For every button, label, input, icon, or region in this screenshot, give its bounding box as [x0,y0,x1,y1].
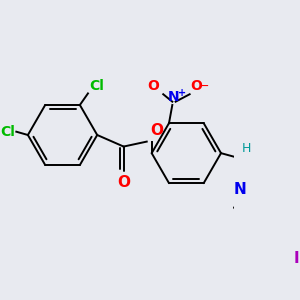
Text: H: H [242,142,251,155]
Text: I: I [293,251,299,266]
Text: Cl: Cl [1,125,16,139]
Text: N: N [234,182,246,197]
Text: −: − [199,80,209,93]
Text: Cl: Cl [89,79,104,93]
Text: +: + [178,88,186,98]
Text: N: N [167,90,179,104]
Text: O: O [117,175,130,190]
Text: O: O [147,80,159,93]
Text: O: O [190,80,202,93]
Text: O: O [150,123,163,138]
